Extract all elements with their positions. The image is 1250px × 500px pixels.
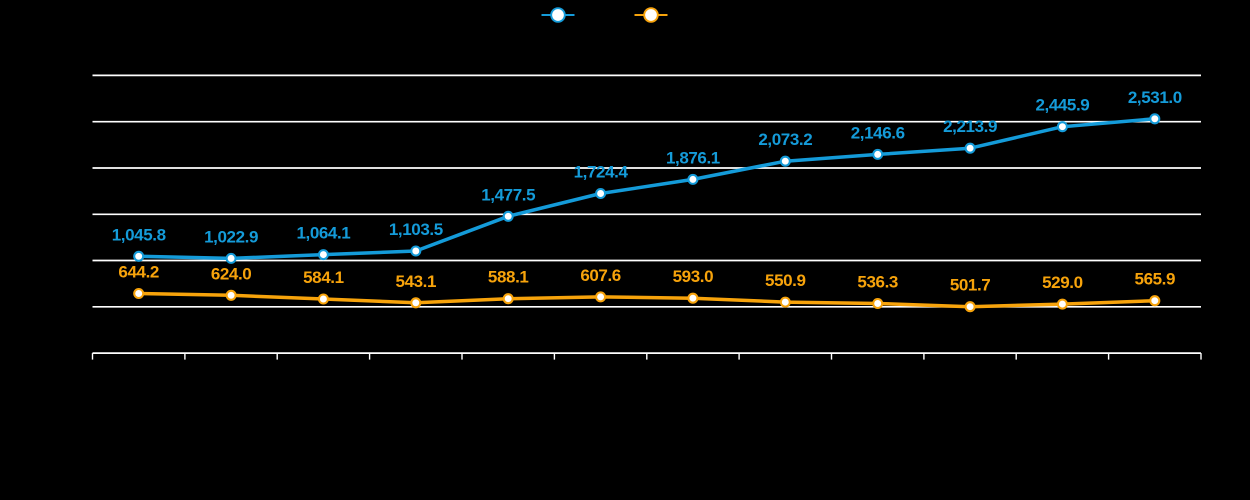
- svg-text:565.9: 565.9: [1135, 270, 1176, 289]
- svg-text:584.1: 584.1: [303, 268, 344, 287]
- svg-text:2,445.9: 2,445.9: [1035, 96, 1089, 115]
- svg-text:1,064.1: 1,064.1: [296, 224, 350, 243]
- svg-text:2,073.2: 2,073.2: [758, 130, 812, 149]
- svg-text:607.6: 607.6: [580, 266, 621, 285]
- svg-text:501.7: 501.7: [950, 276, 991, 295]
- svg-text:550.9: 550.9: [765, 271, 806, 290]
- svg-text:529.0: 529.0: [1042, 273, 1083, 292]
- svg-text:2,213.9: 2,213.9: [943, 117, 997, 136]
- svg-text:1,045.8: 1,045.8: [112, 225, 166, 244]
- svg-text:1,876.1: 1,876.1: [666, 148, 720, 167]
- svg-text:624.0: 624.0: [211, 264, 252, 283]
- svg-text:1,022.9: 1,022.9: [204, 227, 258, 246]
- svg-text:644.2: 644.2: [118, 263, 159, 282]
- svg-text:543.1: 543.1: [396, 272, 437, 291]
- svg-text:1,103.5: 1,103.5: [389, 220, 443, 239]
- svg-text:588.1: 588.1: [488, 268, 529, 287]
- svg-text:536.3: 536.3: [857, 273, 898, 292]
- svg-text:1,724.4: 1,724.4: [574, 163, 629, 182]
- svg-text:2,146.6: 2,146.6: [851, 123, 905, 142]
- svg-text:593.0: 593.0: [673, 267, 714, 286]
- svg-text:1,477.5: 1,477.5: [481, 185, 535, 204]
- svg-text:2,531.0: 2,531.0: [1128, 88, 1182, 107]
